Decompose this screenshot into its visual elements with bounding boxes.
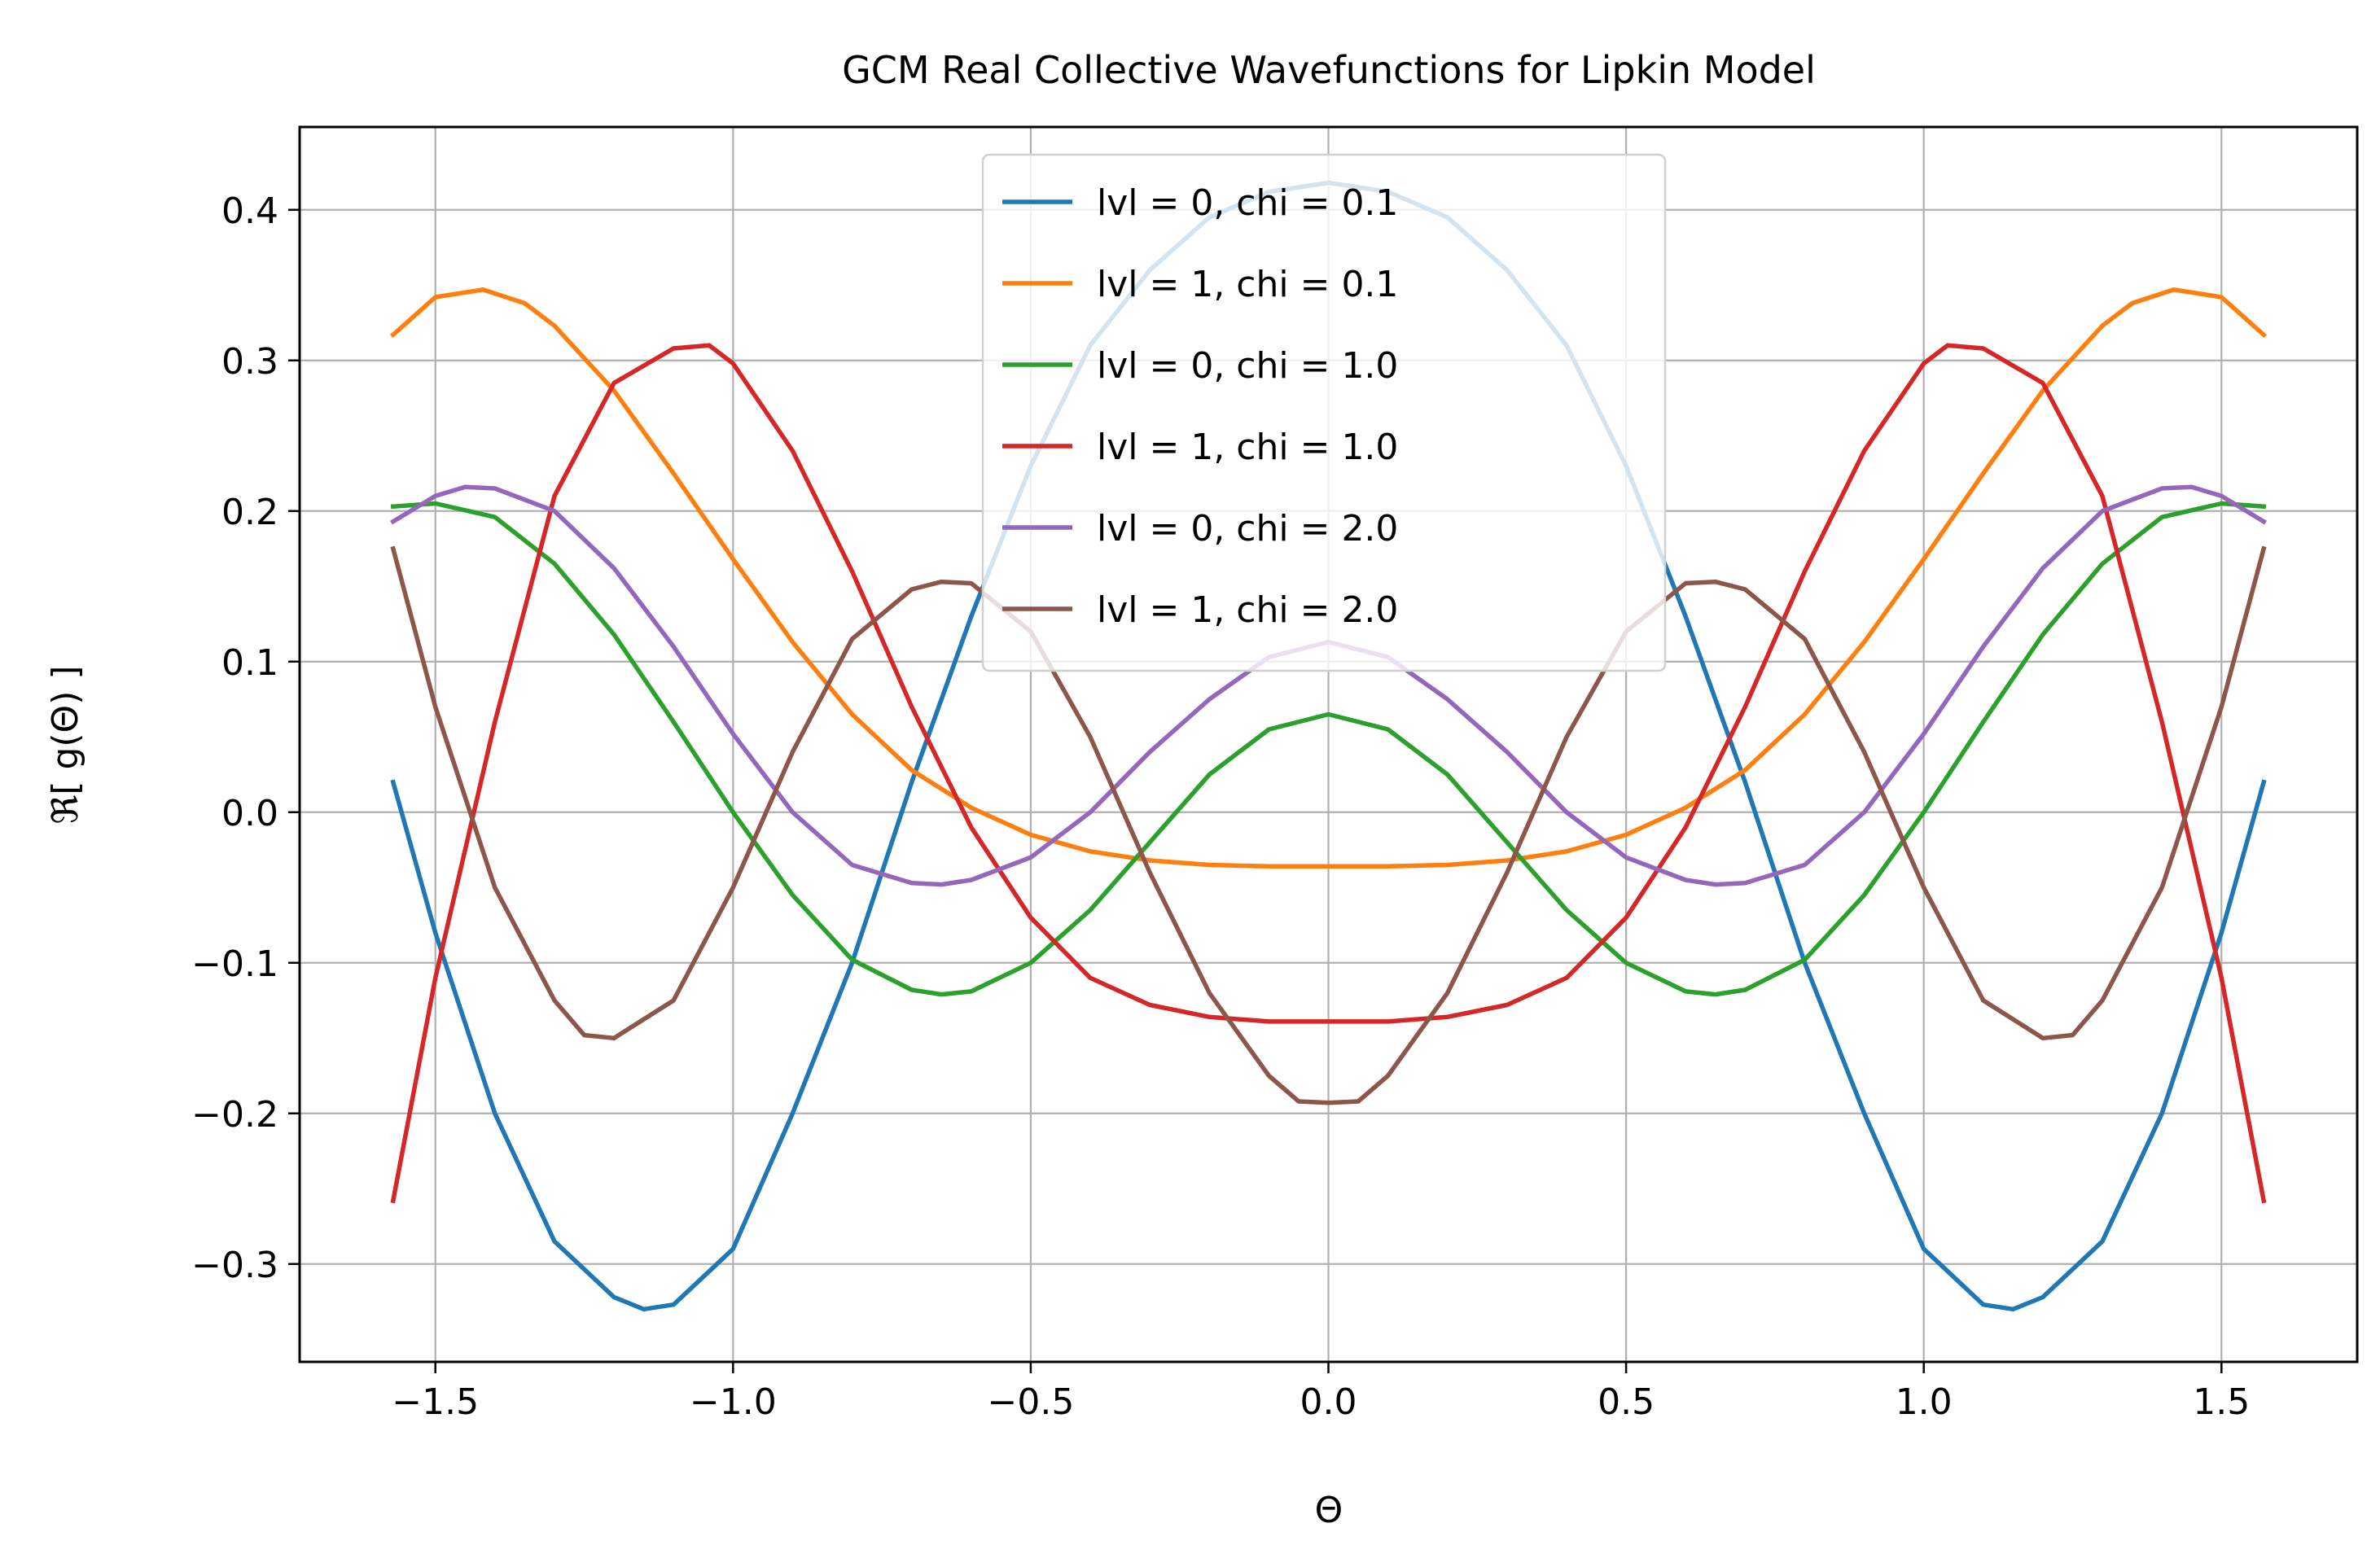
x-tick-label: 1.5 [2193, 1381, 2250, 1423]
x-tick-label: 0.0 [1300, 1381, 1357, 1423]
x-tick-label: −1.5 [392, 1381, 479, 1423]
legend-entry: lvl = 0, chi = 2.0 [1097, 508, 1398, 549]
y-tick-label: 0.4 [221, 190, 278, 232]
y-tick-label: 0.2 [221, 492, 278, 533]
x-tick-label: 0.5 [1598, 1381, 1655, 1423]
x-tick-label: −0.5 [987, 1381, 1074, 1423]
series-line-6 [390, 545, 2267, 1105]
ticks: −1.5 −1.0 −0.5 0.0 0.5 1.0 1.5 −0.3 −0.2 −0.1 0.0 0… [191, 190, 2250, 1423]
legend-entry: lvl = 0, chi = 1.0 [1097, 345, 1398, 387]
legend-entry: lvl = 1, chi = 1.0 [1097, 427, 1398, 468]
series-lines [389, 180, 2268, 1312]
chart-title: GCM Real Collective Wavefunctions for Li… [842, 48, 1816, 92]
series-line-4 [390, 343, 2267, 1204]
x-tick-label: −1.0 [690, 1381, 777, 1423]
y-tick-label: −0.1 [191, 943, 278, 985]
series-line-2 [389, 287, 2268, 869]
legend-entry: lvl = 1, chi = 0.1 [1097, 264, 1398, 305]
series-line-3 [390, 501, 2267, 997]
legend: lvl = 0, chi = 0.1 lvl = 1, chi = 0.1 lvl … [981, 153, 1667, 672]
legend-entry: lvl = 0, chi = 0.1 [1097, 182, 1398, 224]
legend-entry: lvl = 1, chi = 2.0 [1097, 589, 1398, 631]
y-tick-label: 0.1 [221, 642, 278, 684]
y-tick-label: 0.3 [221, 341, 278, 383]
y-tick-label: −0.3 [191, 1245, 278, 1286]
x-tick-label: 1.0 [1896, 1381, 1953, 1423]
y-tick-label: 0.0 [221, 793, 278, 834]
legend-box [981, 153, 1667, 672]
y-tick-label: −0.2 [191, 1094, 278, 1136]
y-axis-label: ℜ[ g(Θ) ] [45, 665, 86, 824]
x-axis-label: Θ [1315, 1490, 1343, 1531]
